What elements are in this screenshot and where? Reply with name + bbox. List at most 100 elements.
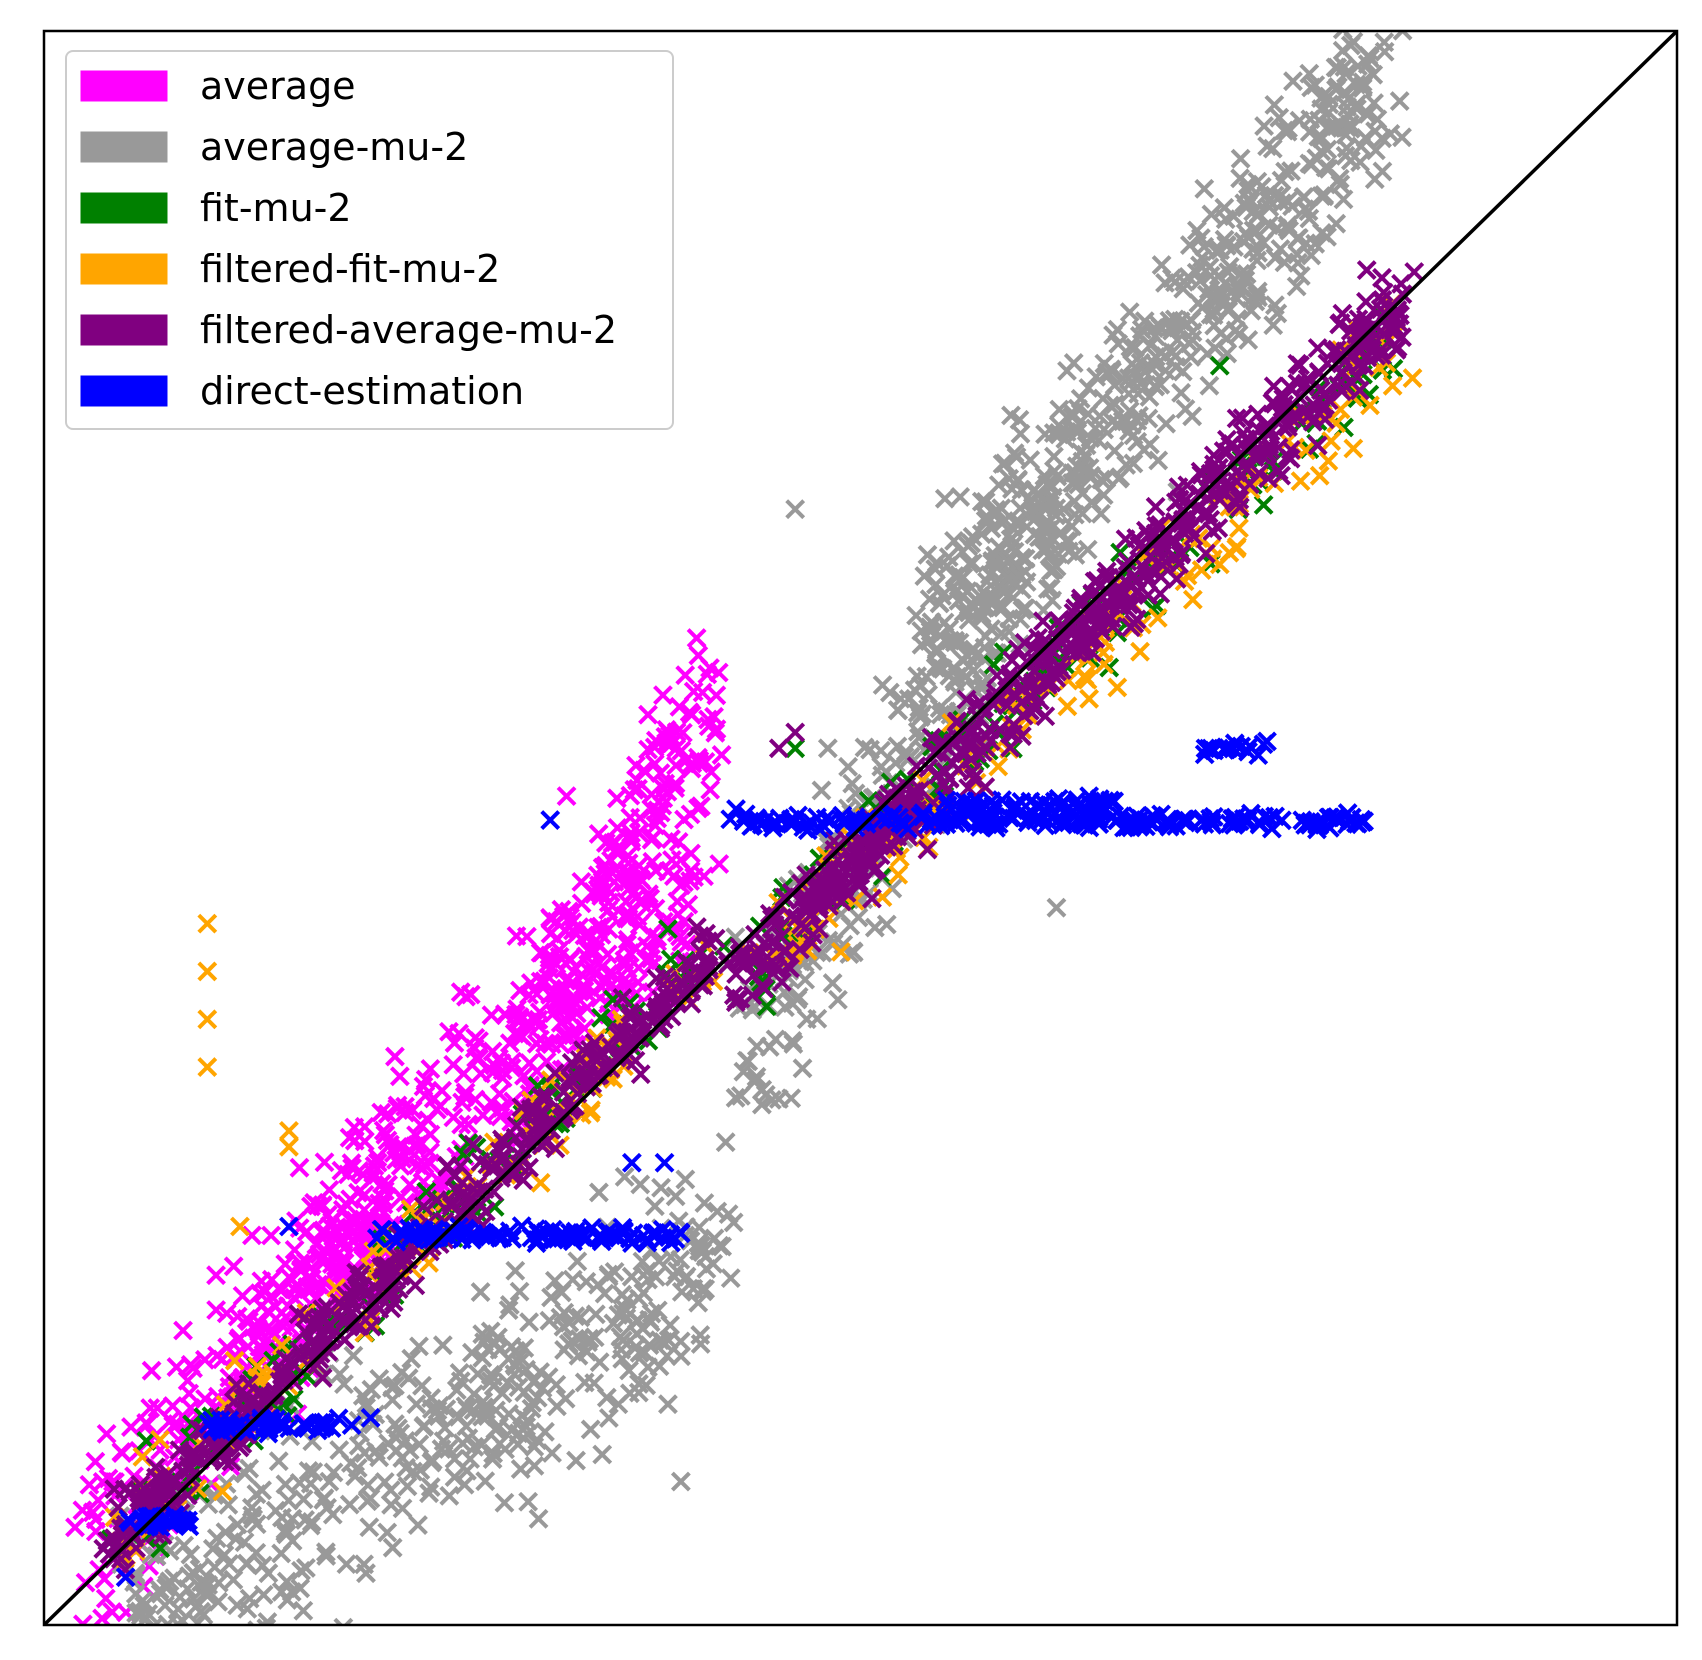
point-direct-estimation: [279, 1418, 300, 1439]
point-average-mu-2: [1199, 375, 1220, 396]
point-average: [644, 737, 665, 758]
point-filtered-average-mu-2: [493, 1132, 514, 1153]
point-direct-estimation: [485, 1225, 506, 1246]
point-average: [647, 808, 668, 829]
point-average-mu-2: [516, 1359, 537, 1380]
point-average-mu-2: [1134, 311, 1155, 332]
point-filtered-average-mu-2: [796, 865, 816, 885]
point-average-mu-2: [1046, 897, 1067, 918]
legend-label: average: [200, 64, 356, 108]
point-filtered-average-mu-2: [1033, 611, 1053, 632]
point-average-mu-2: [914, 566, 935, 587]
point-average-mu-2: [1165, 346, 1186, 367]
point-average-mu-2: [336, 1554, 357, 1575]
point-average-mu-2: [532, 1378, 553, 1399]
point-average-mu-2: [1192, 297, 1213, 318]
point-average: [85, 1451, 106, 1472]
point-direct-estimation: [1174, 809, 1195, 830]
point-filtered-average-mu-2: [226, 1374, 247, 1395]
point-average-mu-2: [1107, 319, 1128, 340]
point-average-mu-2: [412, 1375, 432, 1396]
point-average: [140, 1398, 161, 1418]
point-direct-estimation: [647, 1223, 667, 1244]
point-average: [270, 1312, 290, 1333]
point-filtered-average-mu-2: [754, 932, 775, 953]
point-average-mu-2: [1262, 138, 1283, 159]
point-filtered-average-mu-2: [1124, 566, 1145, 587]
point-filtered-average-mu-2: [1312, 398, 1333, 419]
point-average-mu-2: [505, 1260, 526, 1281]
point-average: [541, 909, 561, 930]
point-average-mu-2: [1086, 366, 1107, 387]
plot-frame: [42, 29, 1679, 1627]
point-filtered-average-mu-2: [1247, 404, 1268, 425]
point-direct-estimation: [547, 1228, 568, 1249]
point-filtered-fit-mu-2: [197, 1057, 218, 1078]
point-average-mu-2: [907, 702, 928, 723]
point-average-mu-2: [1125, 337, 1145, 358]
point-average-mu-2: [598, 1408, 619, 1428]
point-average-mu-2: [1191, 248, 1212, 268]
point-direct-estimation: [401, 1225, 422, 1246]
point-average-mu-2: [134, 1595, 155, 1616]
point-direct-estimation: [913, 803, 934, 824]
point-average-mu-2: [516, 1416, 537, 1437]
point-average-mu-2: [907, 666, 928, 687]
point-average-mu-2: [807, 1008, 828, 1029]
point-average-mu-2: [509, 1281, 530, 1302]
point-average-mu-2: [906, 605, 926, 626]
point-average-mu-2: [1265, 247, 1286, 268]
point-direct-estimation: [1345, 813, 1366, 833]
point-average: [674, 809, 694, 830]
point-average-mu-2: [1216, 235, 1237, 256]
point-average-mu-2: [227, 1514, 248, 1535]
point-average-mu-2: [1139, 356, 1160, 377]
point-filtered-average-mu-2: [690, 941, 711, 962]
point-filtered-average-mu-2: [690, 926, 710, 947]
point-average-mu-2: [1311, 88, 1331, 109]
point-filtered-average-mu-2: [1249, 463, 1270, 484]
point-average-mu-2: [1334, 57, 1355, 77]
point-average-mu-2: [421, 1388, 442, 1408]
point-average-mu-2: [917, 544, 938, 565]
point-direct-estimation: [360, 1407, 381, 1428]
point-average-mu-2: [580, 1419, 601, 1440]
point-average: [606, 788, 627, 809]
point-filtered-average-mu-2: [662, 982, 682, 1003]
point-average-mu-2: [1010, 498, 1031, 519]
point-filtered-average-mu-2: [1307, 435, 1328, 456]
point-filtered-average-mu-2: [1071, 588, 1091, 609]
point-filtered-average-mu-2: [97, 1531, 118, 1551]
point-direct-estimation: [1003, 800, 1024, 821]
point-average-mu-2: [1080, 428, 1101, 449]
point-average-mu-2: [1064, 491, 1085, 512]
point-average: [371, 1102, 392, 1123]
point-average-mu-2: [316, 1545, 337, 1566]
point-filtered-average-mu-2: [1098, 608, 1119, 628]
point-average-mu-2: [887, 736, 908, 757]
legend-item-average-mu-2: average-mu-2: [80, 125, 468, 169]
point-average-mu-2: [838, 756, 859, 777]
point-average: [339, 1127, 360, 1148]
point-average-mu-2: [448, 1406, 469, 1427]
point-average-mu-2: [396, 1457, 416, 1478]
point-average-mu-2: [475, 1471, 496, 1492]
point-average: [686, 628, 707, 648]
point-average-mu-2: [187, 1613, 208, 1625]
point-average-mu-2: [1263, 315, 1284, 336]
point-average-mu-2: [1190, 228, 1211, 249]
point-average-mu-2: [436, 1399, 457, 1420]
point-filtered-average-mu-2: [1352, 324, 1373, 344]
point-average-mu-2: [239, 1588, 260, 1609]
point-average-mu-2: [621, 1266, 642, 1287]
point-filtered-average-mu-2: [1290, 355, 1310, 376]
point-average: [602, 863, 623, 884]
point-average-mu-2: [783, 1034, 804, 1054]
point-average-mu-2: [439, 1485, 460, 1506]
point-direct-estimation: [1192, 809, 1213, 829]
point-direct-estimation: [115, 1567, 136, 1588]
point-direct-estimation: [314, 1415, 334, 1436]
point-direct-estimation: [604, 1224, 624, 1245]
point-filtered-average-mu-2: [950, 742, 971, 762]
point-direct-estimation: [820, 811, 841, 831]
